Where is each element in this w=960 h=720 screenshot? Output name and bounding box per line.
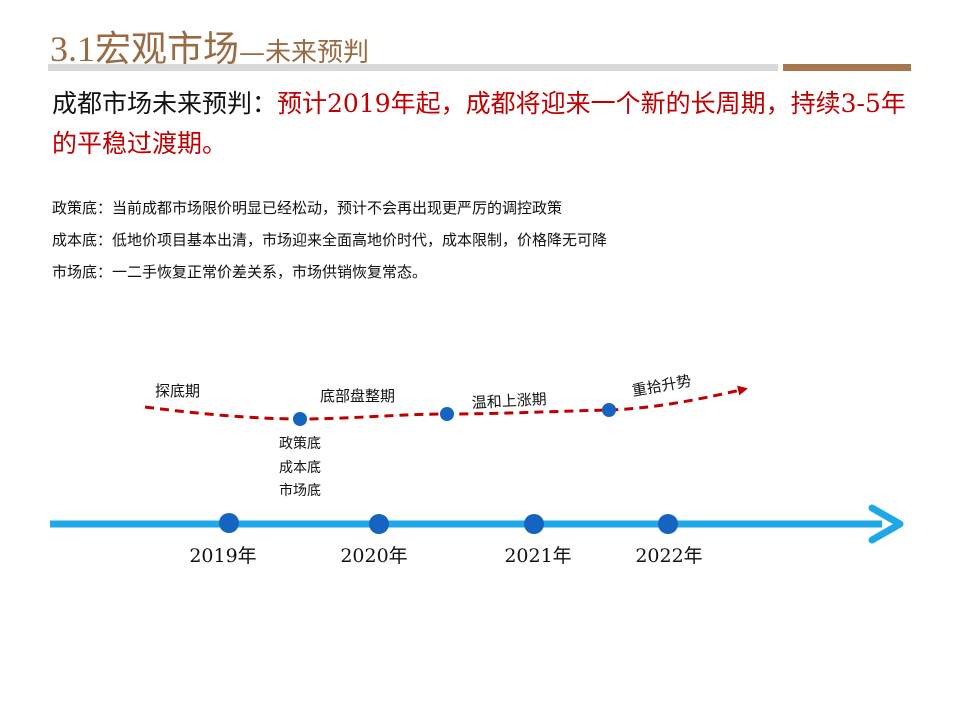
phase-label: 探底期 xyxy=(155,382,200,400)
bottom-note: 政策底 xyxy=(279,435,321,452)
point-cost: 成本底：低地价项目基本出清，市场迎来全面高地价时代，成本限制，价格降无可降 xyxy=(52,231,608,249)
title-main: 3.1宏观市场 xyxy=(50,29,240,69)
point-market: 市场底：一二手恢复正常价差关系，市场供销恢复常态。 xyxy=(52,263,428,281)
phase-label: 温和上涨期 xyxy=(471,390,547,412)
year-node xyxy=(658,514,678,534)
title-divider xyxy=(48,64,778,71)
year-label: 2022年 xyxy=(635,545,702,567)
point-policy: 政策底：当前成都市场限价明显已经松动，预计不会再出现更严厉的调控政策 xyxy=(52,199,563,217)
bottom-points: 政策底：当前成都市场限价明显已经松动，预计不会再出现更严厉的调控政策 成本底：低… xyxy=(52,192,607,288)
bottom-note: 成本底 xyxy=(279,460,321,476)
trend-node xyxy=(602,403,616,417)
year-node xyxy=(369,514,389,534)
year-label: 2020年 xyxy=(340,545,407,567)
page-title: 3.1宏观市场—未来预判 xyxy=(50,20,369,72)
headline: 成都市场未来预判：预计2019年起，成都将迎来一个新的长周期，持续3-5年的平稳… xyxy=(52,84,912,164)
title-sub: —未来预判 xyxy=(239,38,370,68)
axis-arrowhead xyxy=(868,504,904,544)
trend-node xyxy=(440,407,454,421)
phase-label: 重拾升势 xyxy=(631,372,693,400)
year-node xyxy=(524,514,544,534)
year-label: 2019年 xyxy=(189,545,256,567)
trend-node xyxy=(293,412,307,426)
bottom-note: 市场底 xyxy=(279,482,321,499)
headline-lead: 成都市场未来预判： xyxy=(52,89,278,118)
phase-label: 底部盘整期 xyxy=(320,387,395,405)
year-node xyxy=(219,513,239,533)
headline-highlight: 预计2019年起，成都将迎来一个新的长周期，持续3-5年的平稳过渡期。 xyxy=(52,89,906,158)
title-divider-accent xyxy=(783,64,911,71)
year-label: 2021年 xyxy=(504,545,571,567)
